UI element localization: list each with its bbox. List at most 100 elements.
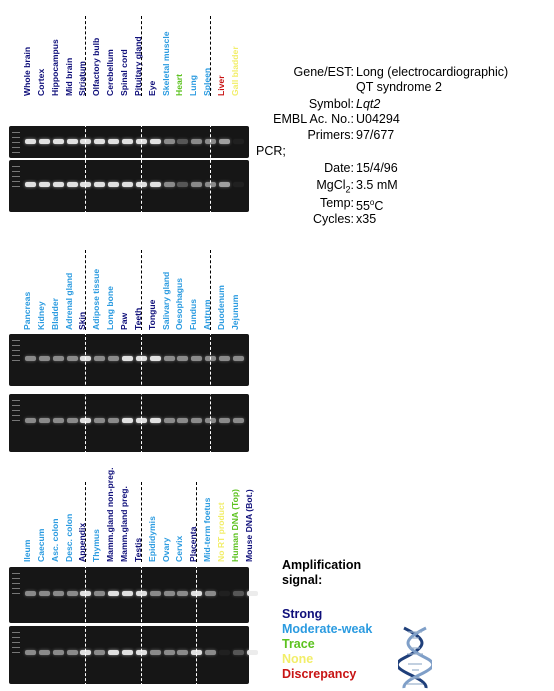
lane-label: Gall bladder <box>229 46 240 96</box>
section-divider <box>140 565 142 686</box>
pcr-band <box>191 182 203 187</box>
ladder-band <box>12 637 20 638</box>
legend-item-discrepancy: Discrepancy <box>282 667 357 681</box>
pcr-band <box>38 139 50 144</box>
pcr-band <box>52 139 64 144</box>
pcr-band <box>52 356 64 361</box>
lane-label: Salivary gland <box>160 271 171 330</box>
section-divider-upper <box>209 16 211 96</box>
pcr-band <box>177 418 189 423</box>
pcr-band <box>163 356 175 361</box>
lane-label: Asc. colon <box>49 518 60 562</box>
lane-label: Mamm.gland preg. <box>118 486 129 562</box>
pcr-band <box>218 139 230 144</box>
lane-label: Mouse DNA (Bot.) <box>243 489 254 562</box>
pcr-band <box>232 182 244 187</box>
lane-label: Ileum <box>22 539 32 562</box>
section-divider <box>209 124 211 214</box>
section-divider <box>140 332 142 454</box>
ladder-band <box>12 181 20 182</box>
section-divider-upper <box>140 482 142 562</box>
pcr-band <box>66 182 78 187</box>
pcr-band <box>38 650 50 655</box>
pcr-band <box>108 591 120 596</box>
ladder-band <box>12 152 20 153</box>
pcr-band <box>121 591 133 596</box>
ladder-band <box>12 588 20 589</box>
pcr-band <box>246 650 258 655</box>
mgcl2-label-main: MgCl <box>316 178 346 192</box>
lane-label: Fundus <box>188 298 199 330</box>
ladder-band <box>12 166 20 167</box>
pcr-band <box>25 591 36 596</box>
pcr-band <box>108 182 120 187</box>
section-divider-upper <box>209 250 211 330</box>
embl-value: U04294 <box>356 112 400 126</box>
pcr-band <box>66 139 78 144</box>
cycles-label: Cycles: <box>313 212 354 226</box>
ladder-band <box>12 350 20 351</box>
pcr-band <box>205 591 217 596</box>
legend-item-strong: Strong <box>282 607 323 621</box>
gel-image <box>9 626 258 684</box>
pcr-band <box>246 591 258 596</box>
legend-item-trace: Trace <box>282 637 315 651</box>
temp-value: 55oC <box>356 196 383 213</box>
ladder-band <box>12 410 20 411</box>
lane-label: Adrenal gland <box>63 272 74 330</box>
pcr-band <box>52 182 64 187</box>
ladder-band <box>12 400 20 401</box>
pcr-band <box>25 356 36 361</box>
temp-label: Temp: <box>319 196 354 210</box>
ladder-band <box>12 147 20 148</box>
mgcl2-value: 3.5 mM <box>356 178 398 192</box>
pcr-band <box>94 182 106 187</box>
pcr-band <box>38 591 50 596</box>
temp-value-unit: C <box>374 199 384 214</box>
lane-label: Lung <box>188 75 199 96</box>
pcr-band <box>149 591 161 596</box>
cycles-value: x35 <box>356 212 377 226</box>
section-divider <box>85 565 87 686</box>
ladder-band <box>12 642 20 643</box>
pcr-band <box>232 356 244 361</box>
section-divider-upper <box>85 16 87 96</box>
pcr-band <box>38 182 50 187</box>
mgcl2-label-sub: 2 <box>345 184 351 195</box>
ladder-band <box>12 132 20 133</box>
pcr-band <box>25 182 36 187</box>
pcr-band <box>177 650 189 655</box>
pcr-band <box>232 139 244 144</box>
lane-label: Jejunum <box>229 294 240 330</box>
pcr-band <box>232 418 244 423</box>
pcr-band <box>163 591 175 596</box>
lane-label: Spinal cord <box>118 49 129 96</box>
legend-item-moderate-weak: Moderate-weak <box>282 622 373 636</box>
pcr-band <box>149 356 161 361</box>
ladder-band <box>12 405 20 406</box>
ladder-band <box>12 186 20 187</box>
ladder-band <box>12 578 20 579</box>
section-divider-upper <box>85 250 87 330</box>
ladder-band <box>12 360 20 361</box>
pcr-band <box>191 418 203 423</box>
ladder-band <box>12 345 20 346</box>
pcr-band <box>94 356 106 361</box>
lane-label: Skeletal muscle <box>160 31 171 97</box>
lane-label: Mid brain <box>63 57 74 96</box>
ladder-band <box>12 415 20 416</box>
lane-label: Hippocampus <box>49 39 60 96</box>
pcr-band <box>121 182 133 187</box>
pcr-band <box>191 356 203 361</box>
pcr-band <box>25 650 36 655</box>
pcr-band <box>108 650 120 655</box>
section-divider <box>196 565 198 686</box>
lane-label: Liver <box>215 75 226 96</box>
pcr-band <box>205 650 217 655</box>
section-divider <box>209 332 211 454</box>
symbol-value: Lqt2 <box>356 97 381 111</box>
pcr-band <box>66 356 78 361</box>
pcr-band <box>149 182 161 187</box>
ladder-band <box>12 340 20 341</box>
section-divider-upper <box>140 250 142 330</box>
